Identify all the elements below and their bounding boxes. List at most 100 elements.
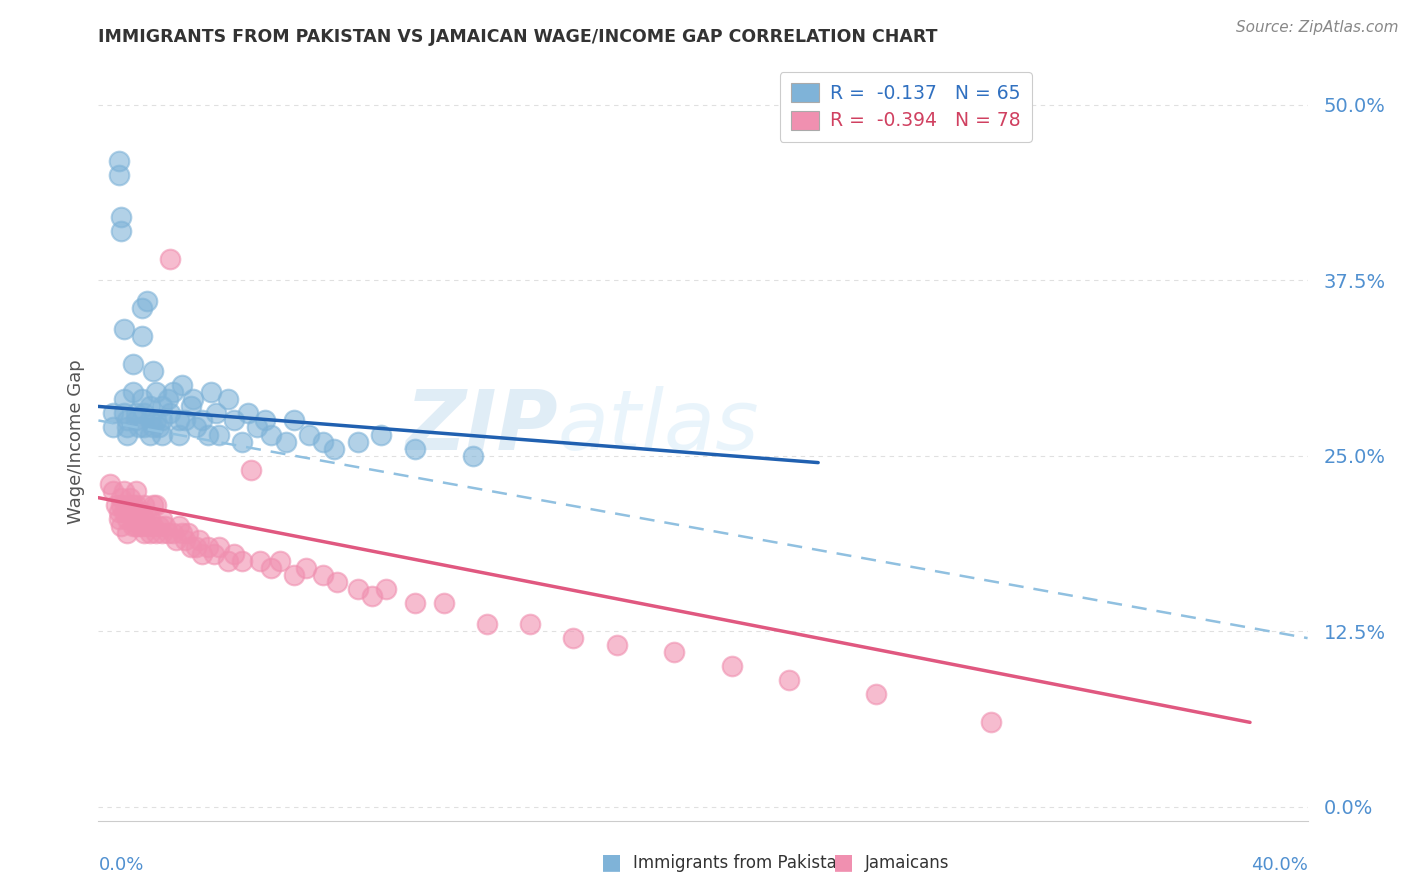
Point [98, 476, 121, 491]
Point [122, 518, 145, 533]
Point [156, 392, 179, 407]
Point [778, 673, 800, 688]
Point [107, 168, 129, 182]
Point [980, 715, 1002, 730]
Point [865, 687, 887, 701]
Point [433, 596, 456, 610]
Point [186, 540, 208, 554]
Point [104, 498, 127, 512]
Point [115, 498, 138, 512]
Text: IMMIGRANTS FROM PAKISTAN VS JAMAICAN WAGE/INCOME GAP CORRELATION CHART: IMMIGRANTS FROM PAKISTAN VS JAMAICAN WAG… [98, 28, 938, 45]
Point [142, 364, 165, 378]
Point [112, 392, 135, 407]
Point [240, 462, 263, 476]
Point [115, 427, 138, 442]
Point [128, 505, 150, 519]
Point [110, 224, 132, 238]
Point [145, 385, 167, 400]
Point [150, 525, 173, 540]
Point [162, 525, 184, 540]
Point [122, 498, 145, 512]
Point [183, 392, 205, 407]
Point [404, 442, 426, 456]
Point [134, 512, 156, 526]
Point [148, 420, 170, 434]
Point [370, 427, 392, 442]
Point [107, 505, 129, 519]
Point [191, 547, 214, 561]
Text: ■: ■ [602, 853, 621, 872]
Point [134, 407, 156, 421]
Text: ■: ■ [834, 853, 853, 872]
Point [231, 554, 253, 568]
Point [112, 322, 135, 336]
Point [110, 210, 132, 224]
Point [167, 413, 190, 427]
Point [323, 442, 346, 456]
Point [159, 407, 181, 421]
Point [222, 547, 245, 561]
Point [131, 518, 153, 533]
Point [101, 407, 124, 421]
Point [197, 540, 219, 554]
Point [231, 434, 253, 449]
Point [134, 420, 156, 434]
Point [180, 540, 202, 554]
Point [112, 505, 135, 519]
Point [312, 568, 335, 582]
Point [562, 631, 585, 645]
Point [115, 525, 138, 540]
Point [107, 512, 129, 526]
Text: Source: ZipAtlas.com: Source: ZipAtlas.com [1236, 20, 1399, 35]
Point [283, 413, 305, 427]
Point [139, 400, 162, 414]
Point [110, 491, 132, 505]
Point [115, 413, 138, 427]
Point [139, 413, 162, 427]
Point [136, 294, 159, 309]
Point [217, 554, 239, 568]
Point [110, 518, 132, 533]
Point [167, 427, 190, 442]
Point [150, 413, 173, 427]
Point [115, 420, 138, 434]
Point [312, 434, 335, 449]
Point [170, 525, 193, 540]
Point [156, 525, 179, 540]
Point [475, 617, 498, 632]
Point [125, 407, 148, 421]
Point [159, 252, 181, 266]
Point [134, 525, 156, 540]
Point [112, 483, 135, 498]
Point [167, 518, 190, 533]
Point [139, 512, 162, 526]
Point [125, 483, 148, 498]
Point [720, 659, 742, 673]
Point [170, 378, 193, 392]
Point [197, 427, 219, 442]
Point [142, 518, 165, 533]
Text: Immigrants from Pakistan: Immigrants from Pakistan [633, 855, 846, 872]
Point [165, 533, 187, 547]
Point [101, 420, 124, 434]
Point [283, 568, 305, 582]
Point [136, 518, 159, 533]
Point [191, 413, 214, 427]
Point [128, 420, 150, 434]
Text: atlas: atlas [558, 386, 759, 467]
Point [404, 596, 426, 610]
Point [346, 434, 368, 449]
Text: 40.0%: 40.0% [1251, 855, 1308, 874]
Point [375, 582, 398, 596]
Point [125, 413, 148, 427]
Point [112, 407, 135, 421]
Point [139, 525, 162, 540]
Point [131, 301, 153, 315]
Point [134, 498, 156, 512]
Point [122, 357, 145, 371]
Point [361, 589, 384, 603]
Point [208, 427, 231, 442]
Point [150, 512, 173, 526]
Point [125, 498, 148, 512]
Point [101, 483, 124, 498]
